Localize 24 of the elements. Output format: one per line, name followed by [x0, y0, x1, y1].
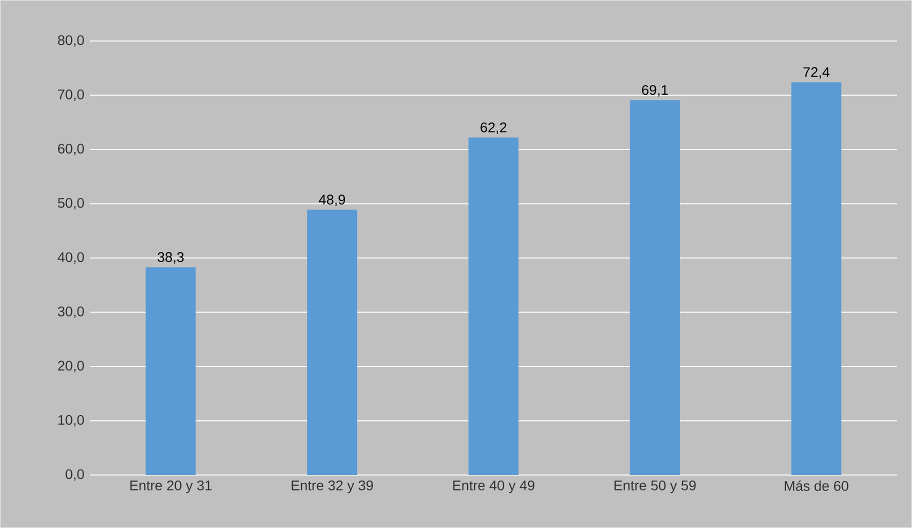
y-tick-label: 50,0 [58, 198, 84, 210]
data-label: 69,1 [642, 85, 668, 97]
x-tick-label: Más de 60 [784, 480, 848, 491]
data-label: 72,4 [803, 67, 830, 79]
x-tick-label: Entre 50 y 59 [614, 480, 696, 494]
data-label: 62,2 [480, 122, 506, 134]
y-tick-label: 60,0 [58, 144, 84, 156]
y-tick-label: 0,0 [66, 469, 84, 481]
y-tick-label: 30,0 [58, 306, 84, 318]
y-tick-label: 40,0 [58, 252, 84, 264]
bar [468, 138, 519, 475]
x-tick-label: Entre 32 y 39 [292, 480, 373, 494]
y-tick-label: 20,0 [58, 360, 84, 372]
data-label: 48,9 [318, 194, 346, 206]
data-label: 38,3 [158, 252, 184, 264]
bar [630, 100, 680, 475]
y-tick-label: 70,0 [58, 89, 84, 101]
bar [307, 210, 358, 475]
bar [146, 267, 196, 475]
y-tick-label: 10,0 [58, 414, 84, 426]
y-tick-label: 80,0 [58, 35, 84, 47]
x-tick-label: Entre 20 y 31 [130, 480, 212, 494]
bar [791, 82, 842, 475]
x-tick-label: Entre 40 y 49 [453, 480, 534, 494]
